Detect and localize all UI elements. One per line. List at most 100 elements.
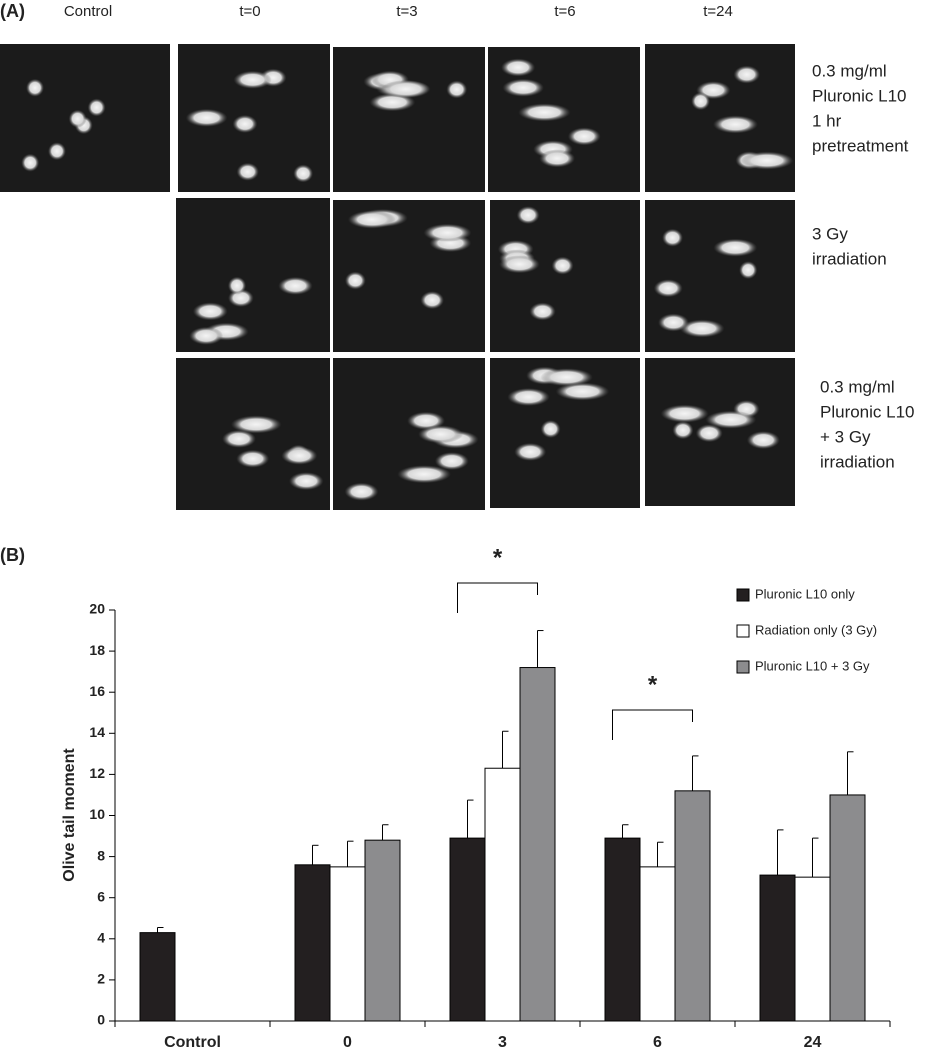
comet	[278, 276, 313, 295]
y-tick-label: 6	[97, 888, 105, 904]
row-label: Pluronic L10	[812, 86, 907, 105]
legend-label: Pluronic L10 only	[755, 586, 855, 601]
bar	[674, 790, 711, 1022]
comet	[26, 78, 45, 97]
comet	[514, 442, 547, 461]
comet	[500, 58, 536, 77]
significance-label: *	[648, 671, 658, 698]
comet	[236, 162, 259, 181]
column-label: t=0	[239, 3, 260, 20]
comet	[658, 313, 689, 332]
y-tick-label: 8	[97, 847, 105, 863]
x-tick-label: 3	[498, 1034, 507, 1050]
comet	[222, 429, 256, 448]
bar	[364, 839, 401, 1022]
row-label: 1 hr	[812, 111, 842, 130]
row-label: 3 Gy	[812, 224, 848, 243]
y-tick-label: 10	[89, 806, 105, 822]
x-tick-label: 24	[804, 1034, 822, 1050]
bar	[294, 864, 331, 1022]
y-tick-label: 18	[89, 642, 105, 658]
x-tick-label: 0	[343, 1034, 352, 1050]
y-axis-label: Olive tail moment	[61, 748, 78, 882]
comet	[420, 291, 444, 310]
legend-swatch	[736, 624, 750, 638]
comet	[691, 92, 711, 111]
column-label: t=3	[396, 3, 417, 20]
row-label: irradiation	[820, 452, 895, 471]
panel-label: (B)	[0, 545, 25, 565]
comet	[233, 70, 272, 89]
micrograph	[490, 200, 640, 352]
comet	[739, 261, 758, 280]
significance-bracket	[457, 582, 538, 613]
comet	[529, 302, 556, 321]
row-label: 0.3 mg/ml	[820, 377, 895, 396]
comet	[68, 109, 87, 128]
comet	[344, 482, 379, 501]
comet	[192, 302, 228, 321]
comet	[230, 415, 282, 434]
comet	[507, 388, 550, 407]
comet	[407, 411, 446, 430]
comet	[446, 80, 468, 99]
comet	[516, 206, 540, 225]
row-label: 0.3 mg/ml	[812, 61, 887, 80]
y-tick-label: 0	[97, 1012, 105, 1028]
y-tick-label: 4	[97, 930, 105, 946]
comet	[185, 108, 228, 127]
bar	[829, 794, 866, 1022]
bar	[759, 874, 796, 1022]
comet	[551, 256, 574, 275]
comet	[236, 449, 270, 468]
comet	[281, 446, 318, 465]
comet	[189, 326, 224, 345]
column-label: Control	[64, 3, 112, 20]
comet	[434, 452, 469, 471]
significance-label: *	[493, 544, 503, 571]
bar	[519, 667, 556, 1022]
comet	[540, 368, 593, 387]
comet	[347, 210, 396, 229]
row-label: pretreatment	[812, 136, 909, 155]
comet	[539, 149, 576, 168]
comet	[423, 223, 472, 242]
y-tick-label: 12	[89, 765, 105, 781]
micrograph	[176, 198, 330, 352]
comet	[567, 127, 601, 146]
bar	[794, 876, 831, 1022]
row-label: irradiation	[812, 249, 887, 268]
column-label: t=6	[554, 3, 575, 20]
comet	[344, 271, 366, 290]
y-tick-label: 2	[97, 971, 105, 987]
comet	[660, 404, 709, 423]
comet	[87, 98, 106, 117]
comet	[288, 472, 324, 491]
micrograph	[333, 47, 485, 192]
column-label: t=24	[703, 3, 733, 20]
legend-swatch	[736, 588, 750, 602]
comet	[499, 255, 540, 274]
bar	[139, 932, 176, 1022]
comet	[232, 114, 258, 133]
comet	[227, 276, 247, 295]
bar	[639, 866, 676, 1022]
comet	[672, 421, 694, 440]
comet	[418, 425, 464, 444]
comet	[705, 410, 757, 429]
comet	[679, 319, 725, 338]
comet	[653, 279, 683, 298]
y-tick-label: 20	[89, 601, 105, 617]
comet	[740, 151, 794, 170]
comet	[540, 420, 561, 439]
comet	[397, 465, 451, 484]
y-tick-label: 16	[89, 683, 105, 699]
panel-label: (A)	[0, 1, 25, 21]
comet	[21, 153, 40, 172]
comet	[555, 382, 610, 401]
x-tick-label: Control	[164, 1034, 221, 1050]
comet	[733, 65, 760, 84]
comet	[712, 115, 758, 134]
bar	[604, 837, 641, 1022]
